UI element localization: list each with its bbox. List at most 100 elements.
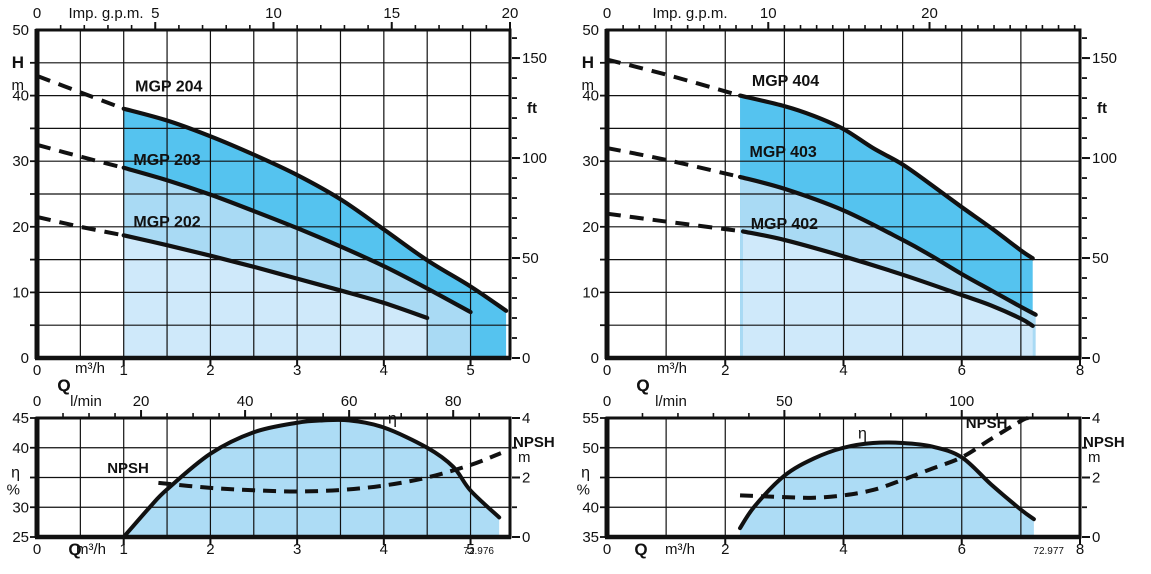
- npsh-axis-unit: m: [1088, 449, 1101, 466]
- gpm-tick-label: 20: [502, 5, 519, 22]
- h-tick-label: 20: [582, 219, 599, 236]
- gpm-axis-title: Imp. g.p.m.: [652, 5, 727, 22]
- curve-mgp-403: [737, 174, 1038, 317]
- eta-tick-label: 30: [12, 499, 29, 516]
- m3h-tick-label: 8: [1076, 362, 1084, 379]
- gpm-tick-label: 15: [383, 5, 400, 22]
- m3h-tick-label: 8: [1076, 541, 1084, 558]
- m3h-tick-label: 1: [120, 362, 128, 379]
- band-mgp-202: [123, 235, 428, 358]
- curve-dashed-mgp-404: [606, 57, 741, 98]
- h-axis-unit: m: [582, 77, 595, 94]
- m3h-tick-label: 1: [120, 541, 128, 558]
- ft-tick-label: 0: [522, 350, 530, 367]
- npsh-tick-label: 4: [522, 410, 530, 427]
- eta-axis-title: η: [581, 465, 590, 482]
- npsh-tick-label: 0: [1092, 529, 1100, 546]
- curve-npsh: [739, 416, 1029, 500]
- gpm-tick-label: 10: [760, 5, 777, 22]
- h-axis-title: H: [582, 53, 594, 72]
- curve-eta: [121, 417, 502, 539]
- q-axis-label: Q: [57, 376, 70, 395]
- label-mgp-402: MGP 402: [751, 216, 818, 233]
- curve-dashed-mgp-204: [36, 74, 125, 111]
- curve-dashed-mgp-203: [36, 142, 125, 170]
- ft-tick-label: 50: [522, 250, 539, 267]
- h-tick-label: 0: [591, 350, 599, 367]
- drawing-code: 72.976: [463, 546, 494, 557]
- curve-mgp-202: [121, 233, 430, 321]
- m3h-axis-unit: m³/h: [665, 541, 695, 558]
- curve-mgp-404: [737, 93, 1035, 261]
- label-mgp-203: MGP 203: [133, 152, 200, 169]
- m3h-tick-label: 6: [958, 541, 966, 558]
- eta-tick-label: 40: [582, 499, 599, 516]
- drawing-code: 72.977: [1033, 546, 1064, 557]
- gpm-tick-label: 20: [921, 5, 938, 22]
- band-mgp-402: [742, 231, 1033, 358]
- h-tick-label: 0: [21, 350, 29, 367]
- npsh-axis-title: NPSH: [513, 434, 555, 451]
- m3h-tick-label: 4: [839, 362, 847, 379]
- lmin-tick-label: 20: [133, 393, 150, 410]
- curve-mgp-203: [121, 165, 473, 315]
- h-tick-label: 20: [12, 219, 29, 236]
- lmin-tick-label: 60: [341, 393, 358, 410]
- curve-mgp-204: [121, 106, 509, 313]
- curve-mgp-402: [740, 229, 1035, 328]
- h-tick-label: 10: [582, 284, 599, 301]
- h-axis-title: H: [12, 53, 24, 72]
- h-tick-label: 50: [12, 22, 29, 39]
- q-axis-label: Q: [57, 376, 70, 395]
- ft-tick-label: 150: [522, 50, 547, 67]
- label-mgp-204: MGP 204: [135, 78, 202, 95]
- npsh-tick-label: 2: [522, 470, 530, 487]
- q-axis-label: Q: [68, 540, 81, 559]
- h-tick-label: 30: [582, 153, 599, 170]
- m3h-tick-label: 2: [721, 541, 729, 558]
- ft-tick-label: 100: [1092, 150, 1117, 167]
- eta-axis-unit: %: [577, 482, 590, 499]
- eta-tick-label: 40: [12, 440, 29, 457]
- m3h-zero-label: 0: [603, 362, 611, 379]
- q-axis-label: Q: [636, 376, 649, 395]
- eta-tick-label: 45: [12, 410, 29, 427]
- m3h-tick-label: 4: [839, 541, 847, 558]
- npsh-tick-label: 0: [522, 529, 530, 546]
- ft-axis-unit: ft: [527, 100, 537, 117]
- m3h-axis-unit: m³/h: [657, 360, 687, 377]
- gpm-axis-title: Imp. g.p.m.: [68, 5, 143, 22]
- m3h-tick-label: 3: [293, 362, 301, 379]
- npsh-axis-unit: m: [518, 449, 531, 466]
- q-axis-label: Q: [636, 376, 649, 395]
- m3h-tick-label: 2: [721, 362, 729, 379]
- gpm-tick-label: 10: [265, 5, 282, 22]
- m3h-tick-label: 5: [466, 362, 474, 379]
- m3h-tick-label: 2: [206, 541, 214, 558]
- m3h-axis-unit: m³/h: [76, 541, 106, 558]
- curve-dashed-mgp-202: [36, 215, 125, 238]
- eta-axis-unit: %: [7, 482, 20, 499]
- m3h-tick-label: 3: [293, 541, 301, 558]
- h-tick-label: 10: [12, 284, 29, 301]
- label-mgp-202: MGP 202: [133, 214, 200, 231]
- m3h-zero-label: 0: [33, 541, 41, 558]
- label-eta: η: [858, 425, 867, 442]
- ft-tick-label: 50: [1092, 250, 1109, 267]
- eta-fill-area: [740, 442, 1034, 537]
- m3h-zero-label: 0: [603, 541, 611, 558]
- ft-tick-label: 150: [1092, 50, 1117, 67]
- eta-tick-label: 55: [582, 410, 599, 427]
- q-axis-label: Q: [634, 540, 647, 559]
- h-tick-label: 40: [582, 88, 599, 105]
- curve-dashed-mgp-402: [606, 211, 744, 234]
- eta-tick-label: 25: [12, 529, 29, 546]
- eta-axis-title: η: [11, 465, 20, 482]
- m3h-tick-label: 4: [380, 541, 388, 558]
- eta-tick-label: 50: [582, 440, 599, 457]
- lmin-tick-label: 80: [445, 393, 462, 410]
- ft-tick-label: 100: [522, 150, 547, 167]
- label-mgp-403: MGP 403: [750, 144, 817, 161]
- m3h-axis-unit: m³/h: [75, 360, 105, 377]
